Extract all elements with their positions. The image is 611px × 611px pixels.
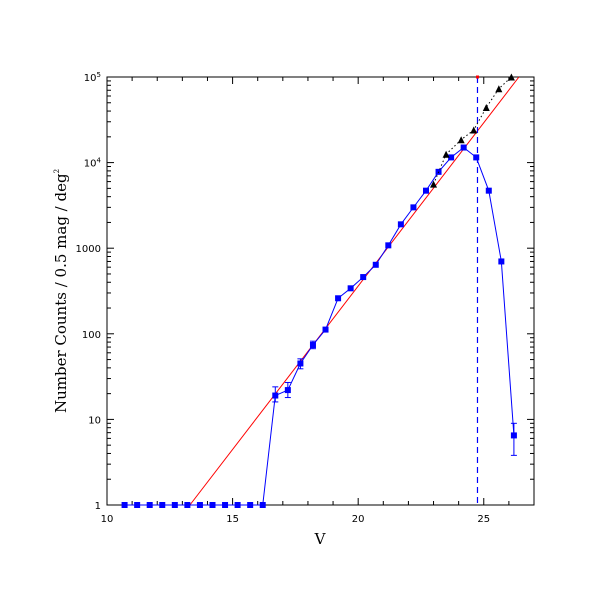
y-tick-label: 10	[88, 415, 101, 426]
blue-counts-series	[121, 144, 517, 508]
data-point	[247, 502, 254, 508]
y-tick-label-base: 100	[82, 330, 101, 341]
data-point	[360, 274, 367, 281]
data-point	[422, 187, 429, 194]
y-tick-label-base: 1000	[76, 244, 101, 255]
fit-line	[189, 76, 520, 506]
data-point	[272, 392, 279, 399]
data-point	[470, 126, 478, 134]
data-point	[159, 502, 166, 508]
data-point	[495, 85, 503, 93]
y-tick-label: 100	[82, 330, 101, 341]
y-tick-label-base: 10	[88, 415, 101, 426]
data-point	[196, 502, 203, 508]
y-axis-title-group: Number Counts / 0.5 mag / deg2	[52, 169, 70, 413]
x-tick-label: 20	[352, 514, 365, 525]
data-point	[510, 432, 517, 439]
data-point	[430, 180, 438, 188]
y-tick-label: 1	[95, 501, 101, 512]
data-point	[442, 150, 450, 158]
data-point	[460, 144, 467, 151]
x-axis-title: V	[314, 530, 327, 548]
y-tick-label-base: 1	[95, 501, 101, 512]
data-point	[322, 326, 329, 333]
data-point	[171, 502, 178, 508]
data-point	[222, 502, 229, 508]
data-point	[121, 502, 128, 508]
data-point	[457, 136, 465, 144]
data-point	[297, 360, 304, 367]
data-point	[473, 154, 480, 161]
axis-ticks	[106, 76, 535, 506]
y-axis-title: Number Counts / 0.5 mag / deg2	[52, 169, 70, 413]
x-tick-label: 25	[477, 514, 490, 525]
series-layer	[121, 73, 517, 508]
y-tick-label: 104	[84, 157, 102, 170]
data-point	[507, 73, 515, 81]
y-tick-label-base: 10	[84, 159, 97, 170]
data-point	[372, 261, 379, 268]
data-point	[485, 187, 492, 194]
data-point	[259, 502, 266, 508]
x-tick-label: 10	[101, 514, 114, 525]
data-point	[335, 295, 342, 302]
data-point	[146, 502, 153, 508]
data-point	[284, 387, 291, 394]
y-axis-title-text: Number Counts / 0.5 mag / deg	[52, 173, 70, 413]
y-tick-label: 1000	[76, 244, 101, 255]
y-tick-label-base: 10	[84, 73, 97, 84]
data-point	[448, 154, 455, 161]
x-tick-label: 15	[226, 514, 239, 525]
y-axis-title-exponent: 2	[53, 169, 61, 173]
limit-line-layer	[475, 75, 479, 505]
data-point	[184, 502, 191, 508]
fit-line-layer	[189, 76, 520, 506]
data-point	[498, 258, 505, 265]
data-point	[209, 502, 216, 508]
data-point	[385, 242, 392, 249]
black-counts-series	[430, 73, 515, 188]
data-point	[134, 502, 141, 508]
data-point	[234, 502, 241, 508]
y-tick-label: 105	[84, 71, 101, 84]
data-point	[347, 285, 354, 292]
limit-line-top-marker	[475, 75, 479, 79]
series-line	[124, 146, 515, 506]
data-point	[482, 104, 490, 112]
data-point	[309, 341, 316, 348]
plot-frame	[106, 76, 535, 506]
y-tick-label-exponent: 5	[97, 71, 101, 79]
y-tick-label-exponent: 4	[97, 157, 102, 165]
data-point	[410, 204, 417, 211]
data-point	[397, 221, 404, 228]
